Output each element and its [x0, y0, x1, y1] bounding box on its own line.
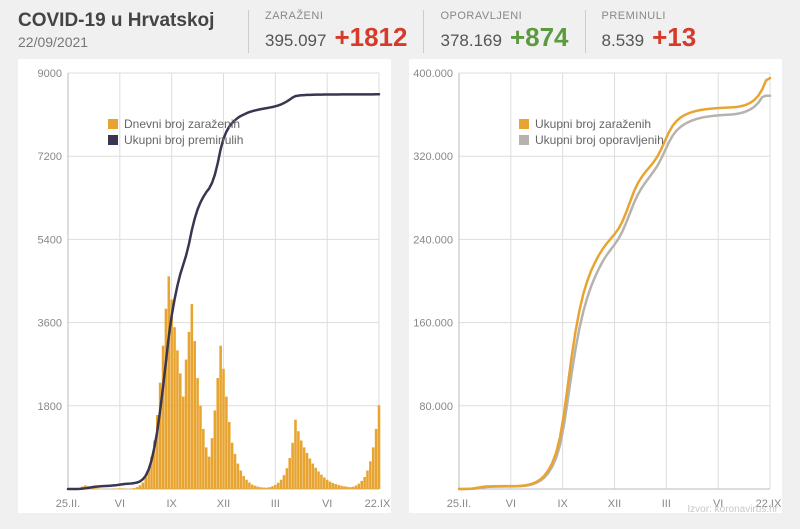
- page-title: COVID-19 u Hrvatskoj: [18, 10, 248, 32]
- svg-text:25.II.: 25.II.: [447, 498, 471, 510]
- legend-label-bars: Dnevni broj zaraženih: [124, 117, 240, 131]
- svg-text:7200: 7200: [38, 151, 62, 163]
- svg-text:9000: 9000: [38, 68, 62, 80]
- svg-text:1800: 1800: [38, 401, 62, 413]
- svg-text:IX: IX: [557, 498, 568, 510]
- svg-text:IX: IX: [166, 498, 177, 510]
- stat-recovered-label: OPORAVLJENI: [440, 10, 568, 22]
- legend-label-recovered-line: Ukupni broj oporavljenih: [535, 133, 664, 147]
- svg-text:III: III: [271, 498, 280, 510]
- stat-infected-label: ZARAŽENI: [265, 10, 407, 22]
- legend-swatch-recovered-line: [519, 135, 529, 145]
- legend-label-infected-line: Ukupni broj zaraženih: [535, 117, 651, 131]
- stat-infected-total: 395.097: [265, 31, 326, 51]
- stat-infected: ZARAŽENI 395.097 +1812: [248, 10, 423, 53]
- legend-swatch-deaths-line: [108, 135, 118, 145]
- chart-left-legend: Dnevni broj zaraženih Ukupni broj premin…: [108, 117, 243, 149]
- svg-text:80.000: 80.000: [419, 401, 453, 413]
- svg-text:400.000: 400.000: [413, 68, 453, 80]
- page-date: 22/09/2021: [18, 34, 248, 50]
- stat-deaths-total: 8.539: [602, 31, 645, 51]
- stat-deaths-delta: +13: [652, 22, 696, 53]
- chart-right-legend: Ukupni broj zaraženih Ukupni broj oporav…: [519, 117, 664, 149]
- chart-right-panel: 80.000 160.000 240.000 320.000 400.000 25.II.…: [409, 59, 782, 513]
- stat-recovered-total: 378.169: [440, 31, 501, 51]
- svg-text:3600: 3600: [38, 318, 62, 330]
- svg-text:VI: VI: [506, 498, 516, 510]
- svg-text:VI: VI: [115, 498, 125, 510]
- svg-text:5400: 5400: [38, 234, 62, 246]
- footer-source: Izvor: koronavirus.hr: [687, 504, 778, 515]
- legend-swatch-bars: [108, 119, 118, 129]
- title-block: COVID-19 u Hrvatskoj 22/09/2021: [18, 10, 248, 50]
- stat-deaths: PREMINULI 8.539 +13: [585, 10, 713, 53]
- svg-text:XII: XII: [217, 498, 230, 510]
- svg-text:XII: XII: [608, 498, 621, 510]
- charts-row: 1800 3600 5400 7200 9000 25.II. VI IX XII III VI 22…: [0, 59, 800, 523]
- svg-text:25.II.: 25.II.: [56, 498, 80, 510]
- svg-text:320.000: 320.000: [413, 151, 453, 163]
- svg-text:III: III: [662, 498, 671, 510]
- svg-text:240.000: 240.000: [413, 234, 453, 246]
- stat-recovered: OPORAVLJENI 378.169 +874: [423, 10, 584, 53]
- legend-label-deaths-line: Ukupni broj preminulih: [124, 133, 243, 147]
- chart-left-panel: 1800 3600 5400 7200 9000 25.II. VI IX XII III VI 22…: [18, 59, 391, 513]
- legend-swatch-infected-line: [519, 119, 529, 129]
- svg-text:22.IX.: 22.IX.: [365, 498, 391, 510]
- stat-infected-delta: +1812: [334, 22, 407, 53]
- header: COVID-19 u Hrvatskoj 22/09/2021 ZARAŽENI…: [0, 0, 800, 59]
- stat-deaths-label: PREMINULI: [602, 10, 697, 22]
- stat-recovered-delta: +874: [510, 22, 569, 53]
- svg-text:160.000: 160.000: [413, 318, 453, 330]
- svg-text:VI: VI: [322, 498, 332, 510]
